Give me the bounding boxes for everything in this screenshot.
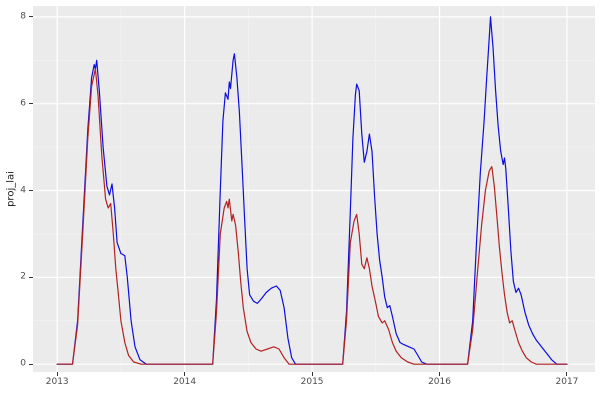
y-tick-mark (29, 103, 33, 105)
x-tick-label: 2013 (45, 377, 69, 387)
x-tick-mark (184, 372, 186, 376)
series-line-red (56, 68, 568, 365)
plot-panel (33, 6, 595, 372)
y-tick-mark (29, 363, 33, 365)
series-line-blue (56, 16, 568, 365)
x-tick-label: 2017 (555, 377, 579, 387)
x-tick-mark (566, 372, 568, 376)
y-tick-mark (29, 16, 33, 18)
y-tick-label: 8 (20, 11, 26, 22)
x-tick-mark (311, 372, 313, 376)
x-tick-label: 2016 (428, 377, 451, 387)
x-tick-mark (56, 372, 58, 376)
plot-area-svg (33, 6, 595, 372)
y-tick-mark (29, 276, 33, 278)
y-tick-mark (29, 190, 33, 192)
y-tick-label: 4 (20, 185, 26, 196)
y-tick-label: 6 (20, 98, 26, 109)
x-tick-label: 2014 (173, 377, 197, 387)
y-tick-label: 0 (20, 358, 26, 369)
y-tick-label: 2 (20, 271, 26, 282)
x-tick-mark (439, 372, 441, 376)
x-tick-label: 2015 (300, 377, 324, 387)
